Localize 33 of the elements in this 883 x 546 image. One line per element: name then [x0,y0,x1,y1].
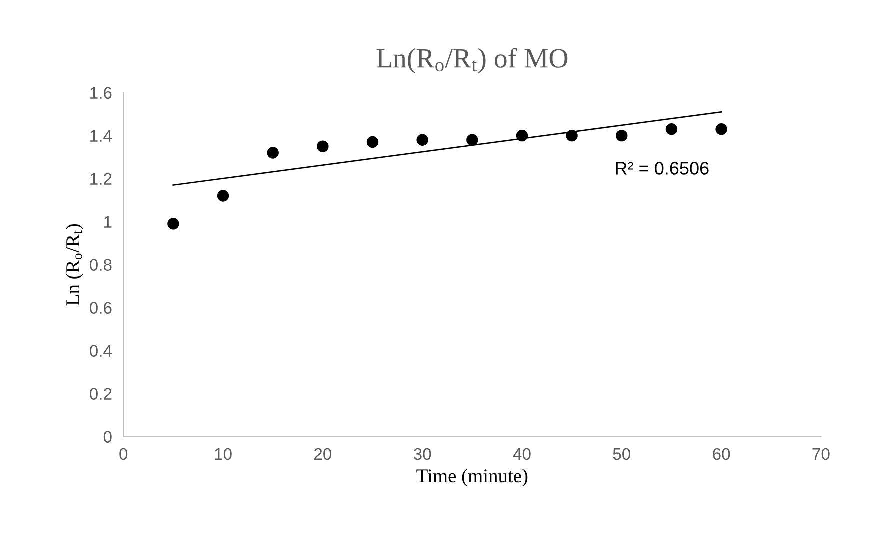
x-axis-title: Time (minute) [416,469,528,487]
x-tick-label: 70 [812,448,830,460]
y-tick-label: 0 [104,431,112,444]
x-tick-label: 50 [613,448,630,460]
point [566,130,578,142]
point [168,218,180,230]
x-tick-label: 20 [314,448,332,460]
point [217,190,230,202]
point [416,134,428,146]
point [267,147,279,159]
point [317,140,329,152]
y-tick-label: 1.4 [90,130,112,142]
y-tick-label: 0.6 [90,302,112,314]
y-tick-label: 1.2 [90,173,112,185]
x-tick-label: 0 [120,448,128,460]
y-tick-label: 0.4 [90,345,112,358]
point [716,124,728,136]
point [616,130,628,142]
y-tick-label: 1 [104,216,112,228]
point [666,124,678,136]
y-axis-title: Ln (R$_{o}$/R$_{t}$) [66,224,84,306]
y-tick-label: 0.8 [90,259,112,272]
x-tick-label: 40 [513,448,531,460]
x-tick-label: 60 [713,448,730,460]
annotation: R² = 0.6506 [616,162,709,175]
y-tick-label: 0.2 [90,388,112,400]
point [366,136,379,148]
x-tick-label: 10 [215,448,232,460]
y-tick-label: 1.6 [90,87,112,100]
point [466,134,478,146]
chart-title: Ln(R$_{o}$/R$_{t}$) of MO [376,48,568,74]
x-tick-label: 30 [414,448,432,460]
point [516,130,528,142]
